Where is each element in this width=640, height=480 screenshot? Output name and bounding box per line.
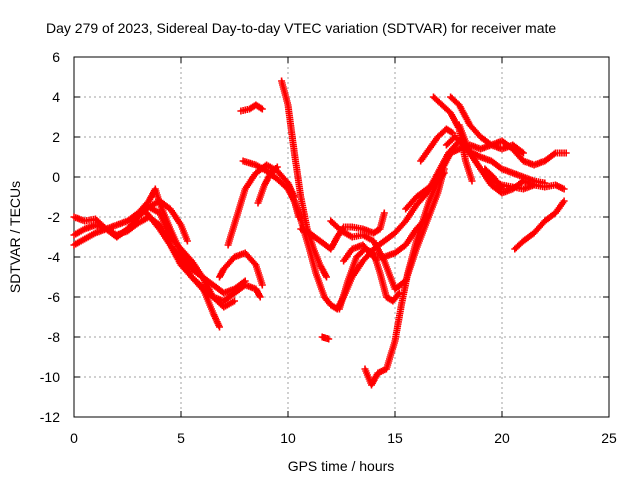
axis-ticks [73,56,610,418]
y-tick-label: 4 [52,89,60,105]
y-tick-label: -6 [48,289,61,305]
data-track [297,209,388,253]
data-track [254,163,281,207]
y-tick-label: 2 [52,129,60,145]
x-tick-label: 10 [280,430,296,446]
data-track [511,197,568,253]
y-tick-label: 0 [52,169,60,185]
data-track [455,121,538,197]
data-track [145,197,191,245]
y-tick-label: -8 [48,329,61,345]
x-tick-label: 25 [601,430,617,446]
y-tick-label: -4 [48,249,61,265]
y-tick-label: -2 [48,209,61,225]
data-track [481,165,506,193]
y-tick-labels: -12 -10 -8 -6 -4 -2 0 2 4 6 [40,49,60,425]
y-tick-label: -10 [40,369,60,385]
data-points [70,77,570,389]
y-tick-label: 6 [52,49,60,65]
data-track [278,77,330,281]
data-track [318,333,333,343]
y-axis-label: SDTVAR / TECUs [7,181,23,293]
data-track [447,93,527,157]
data-track [143,209,223,331]
y-tick-label: -12 [40,409,60,425]
data-track [237,101,266,115]
x-tick-label: 0 [70,430,78,446]
data-track [70,203,238,311]
x-tick-labels: 0 5 10 15 20 25 [70,430,617,446]
x-axis-label: GPS time / hours [288,458,395,474]
data-track [216,249,266,289]
x-tick-label: 15 [387,430,403,446]
x-tick-label: 20 [494,430,510,446]
x-tick-label: 5 [177,430,185,446]
chart-title: Day 279 of 2023, Sidereal Day-to-day VTE… [46,20,556,36]
data-track [417,125,457,165]
data-track [361,169,446,389]
